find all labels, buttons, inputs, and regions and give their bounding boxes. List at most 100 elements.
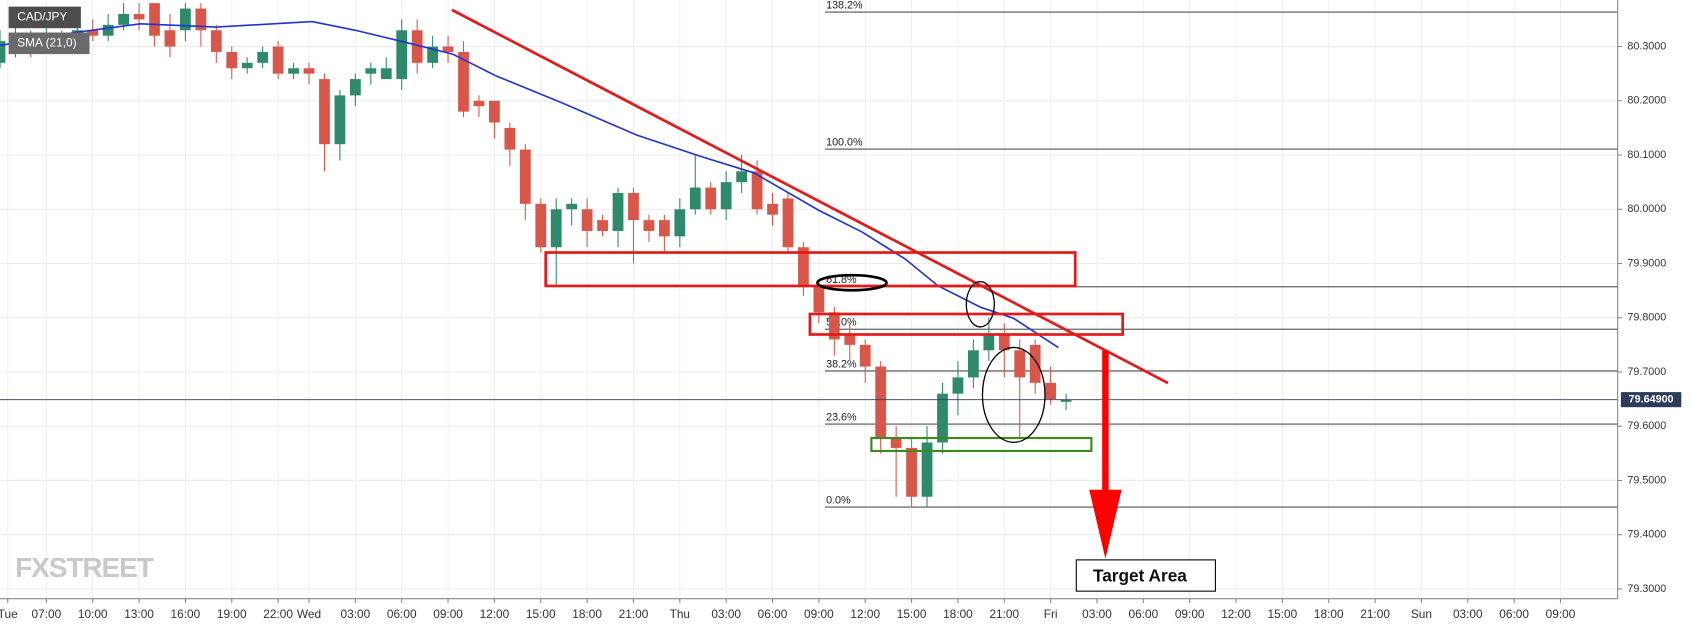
candle-body [906,447,917,497]
x-tick-label: 06:00 [1128,607,1158,621]
x-tick-label: 03:00 [1082,607,1112,621]
x-tick-label: Sun [1411,607,1432,621]
candle-body [241,62,253,69]
trendline [451,8,1169,385]
candle-body [504,127,516,150]
candle-body [597,220,608,231]
support-box [870,436,1093,453]
candle-body [705,187,717,210]
fib-label: 50.0% [826,317,857,329]
x-tick-label: 18:00 [572,607,602,621]
candle-body [1045,382,1057,400]
candle-body [937,393,948,443]
candle-body [967,350,979,378]
candle-body [720,182,732,210]
x-tick-label: 13:00 [124,607,154,621]
candle-body [180,8,191,31]
candle-body [782,198,794,248]
x-tick-label: 10:00 [78,607,108,621]
x-tick-label: 06:00 [758,607,788,621]
legend-entry: SMA (21,0) [17,35,76,49]
candle-body [566,203,578,210]
candle-body [952,377,964,394]
x-tick-label: 09:00 [433,607,463,621]
x-tick-label: 06:00 [387,607,417,621]
x-tick-label: 22:00 [263,607,293,621]
candle-body [303,68,315,74]
x-tick-label: 16:00 [171,607,201,621]
candle-body [519,149,531,204]
highlight-ellipse [965,280,995,328]
x-tick-label: 12:00 [480,607,510,621]
sma-line [0,20,1059,349]
candle-body [458,51,469,112]
x-tick-label: Thu [670,607,690,621]
candle-body [844,334,856,345]
y-tick-label: 79.7000 [1627,366,1666,378]
x-tick-label: 09:00 [804,607,834,621]
fib-label: 100.0% [826,136,863,148]
candle-body [288,68,299,74]
candle-body [828,312,840,340]
candle-body [1060,399,1072,402]
candle-body [102,24,114,36]
resistance-box [808,312,1125,336]
x-tick-label: 21:00 [1360,607,1390,621]
candle-body [581,209,593,231]
candle-body [875,366,887,438]
y-tick-label: 79.8000 [1627,312,1666,324]
candle-body [890,437,902,448]
axes: 79.3000 79.4000 79.5000 79.6000 79.7000 79.80… [0,40,1682,621]
x-tick-label: 09:00 [1546,607,1576,621]
x-tick-label: 03:00 [341,607,371,621]
x-tick-label: 21:00 [619,607,649,621]
candle-body [1029,344,1041,383]
x-tick-label: 19:00 [217,607,247,621]
candle-body [257,51,269,63]
highlight-ellipse [816,273,888,292]
fib-levels: 138.2%100.0%61.8%50.0%38.2%23.6%0.0% [825,0,1618,508]
candle-body [427,46,439,63]
candle-body [195,8,207,31]
candle-body [396,30,408,80]
x-tick-label: 09:00 [1175,607,1205,621]
x-tick-label: 15:00 [526,607,556,621]
candle-body [859,344,871,367]
candle-body [411,30,423,63]
arrow-head [1089,489,1122,559]
candle-body [365,68,377,74]
candle-body [767,203,778,215]
target-label: Target Area [1093,566,1187,586]
candle-body [658,220,670,237]
x-tick-label: 18:00 [943,607,973,621]
last-price-label: 79.64900 [1629,393,1674,405]
candle-body [689,187,701,210]
title-box [8,6,81,29]
candle-body [380,68,392,80]
y-tick-label: 79.6000 [1627,420,1666,432]
candle-body [349,79,361,96]
candle-body [0,41,6,63]
resistance-box [544,251,1077,288]
x-tick-label: 06:00 [1499,607,1529,621]
fib-label: 38.2% [826,358,857,370]
x-tick-label: Tue [0,607,18,621]
x-tick-label: 15:00 [897,607,927,621]
x-tick-label: 21:00 [989,607,1019,621]
candle-body [612,192,624,231]
y-tick-label: 80.0000 [1627,203,1666,215]
x-tick-label: 03:00 [711,607,741,621]
candle-body [798,247,809,286]
candle-body [210,30,222,52]
candle-body [164,30,176,47]
candle-body [489,100,500,123]
y-tick-label: 80.1000 [1627,149,1666,161]
annotations: Target Area [451,8,1216,592]
fib-label: 138.2% [826,0,863,11]
x-tick-label: 12:00 [850,607,880,621]
candle-body [473,100,485,107]
x-tick-label: 12:00 [1221,607,1251,621]
x-tick-label: Fri [1044,607,1058,621]
